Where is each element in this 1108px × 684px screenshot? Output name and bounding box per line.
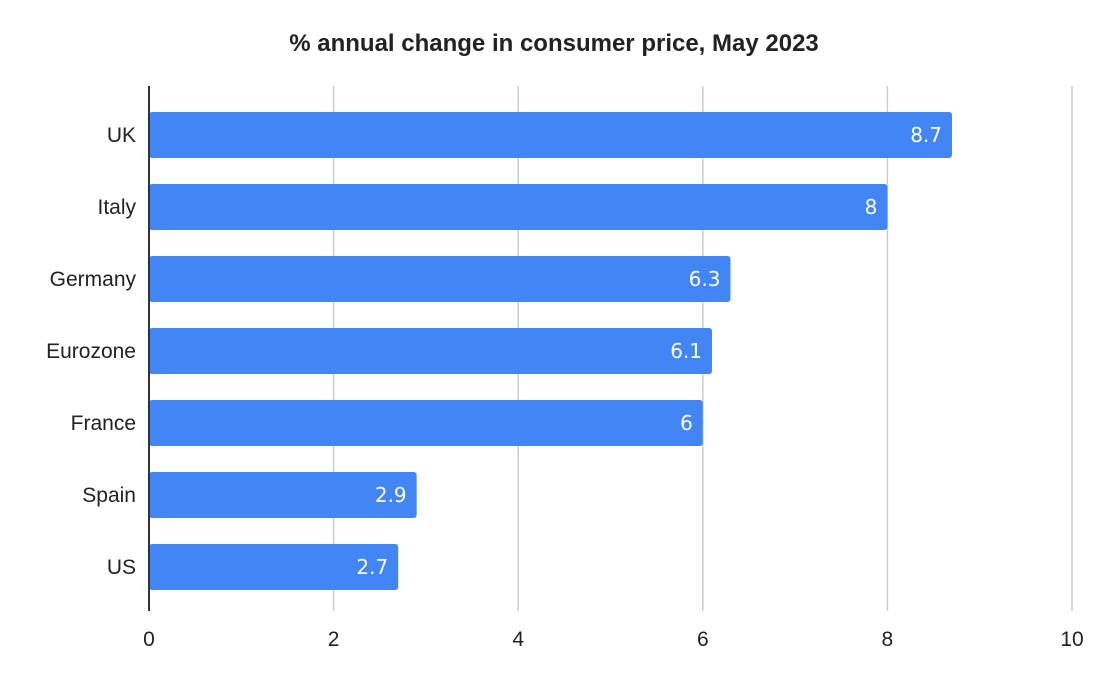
data-label-spain: 2.9 xyxy=(375,483,407,507)
bar-us xyxy=(149,544,399,590)
category-label-us: US xyxy=(107,556,136,579)
data-label-uk: 8.7 xyxy=(910,123,942,147)
x-tick-label: 4 xyxy=(512,628,524,651)
bar-italy xyxy=(149,184,888,230)
bar-france xyxy=(149,400,703,446)
bar-uk xyxy=(149,112,953,158)
data-label-us: 2.7 xyxy=(356,555,388,579)
x-tick-label: 0 xyxy=(143,628,155,651)
data-label-eurozone: 6.1 xyxy=(670,339,702,363)
category-label-france: France xyxy=(71,412,136,435)
chart-title: % annual change in consumer price, May 2… xyxy=(289,30,819,57)
category-label-germany: Germany xyxy=(50,268,137,291)
category-label-italy: Italy xyxy=(97,196,136,219)
bar-spain xyxy=(149,472,417,518)
category-label-spain: Spain xyxy=(82,484,136,507)
bar-germany xyxy=(149,256,731,302)
x-tick-label: 2 xyxy=(328,628,340,651)
labels: 0 2 4 6 8 10 8.7 UK 8 Italy 6.3 Germany 6.1 Eurozone 6… xyxy=(46,123,1084,651)
x-tick-label: 8 xyxy=(882,628,894,651)
bars xyxy=(149,112,953,590)
data-label-italy: 8 xyxy=(865,195,878,219)
x-tick-label: 6 xyxy=(697,628,709,651)
data-label-france: 6 xyxy=(680,411,693,435)
data-label-germany: 6.3 xyxy=(689,267,721,291)
category-label-eurozone: Eurozone xyxy=(46,340,136,363)
category-label-uk: UK xyxy=(107,124,136,147)
x-tick-label: 10 xyxy=(1060,628,1083,651)
bar-eurozone xyxy=(149,328,713,374)
